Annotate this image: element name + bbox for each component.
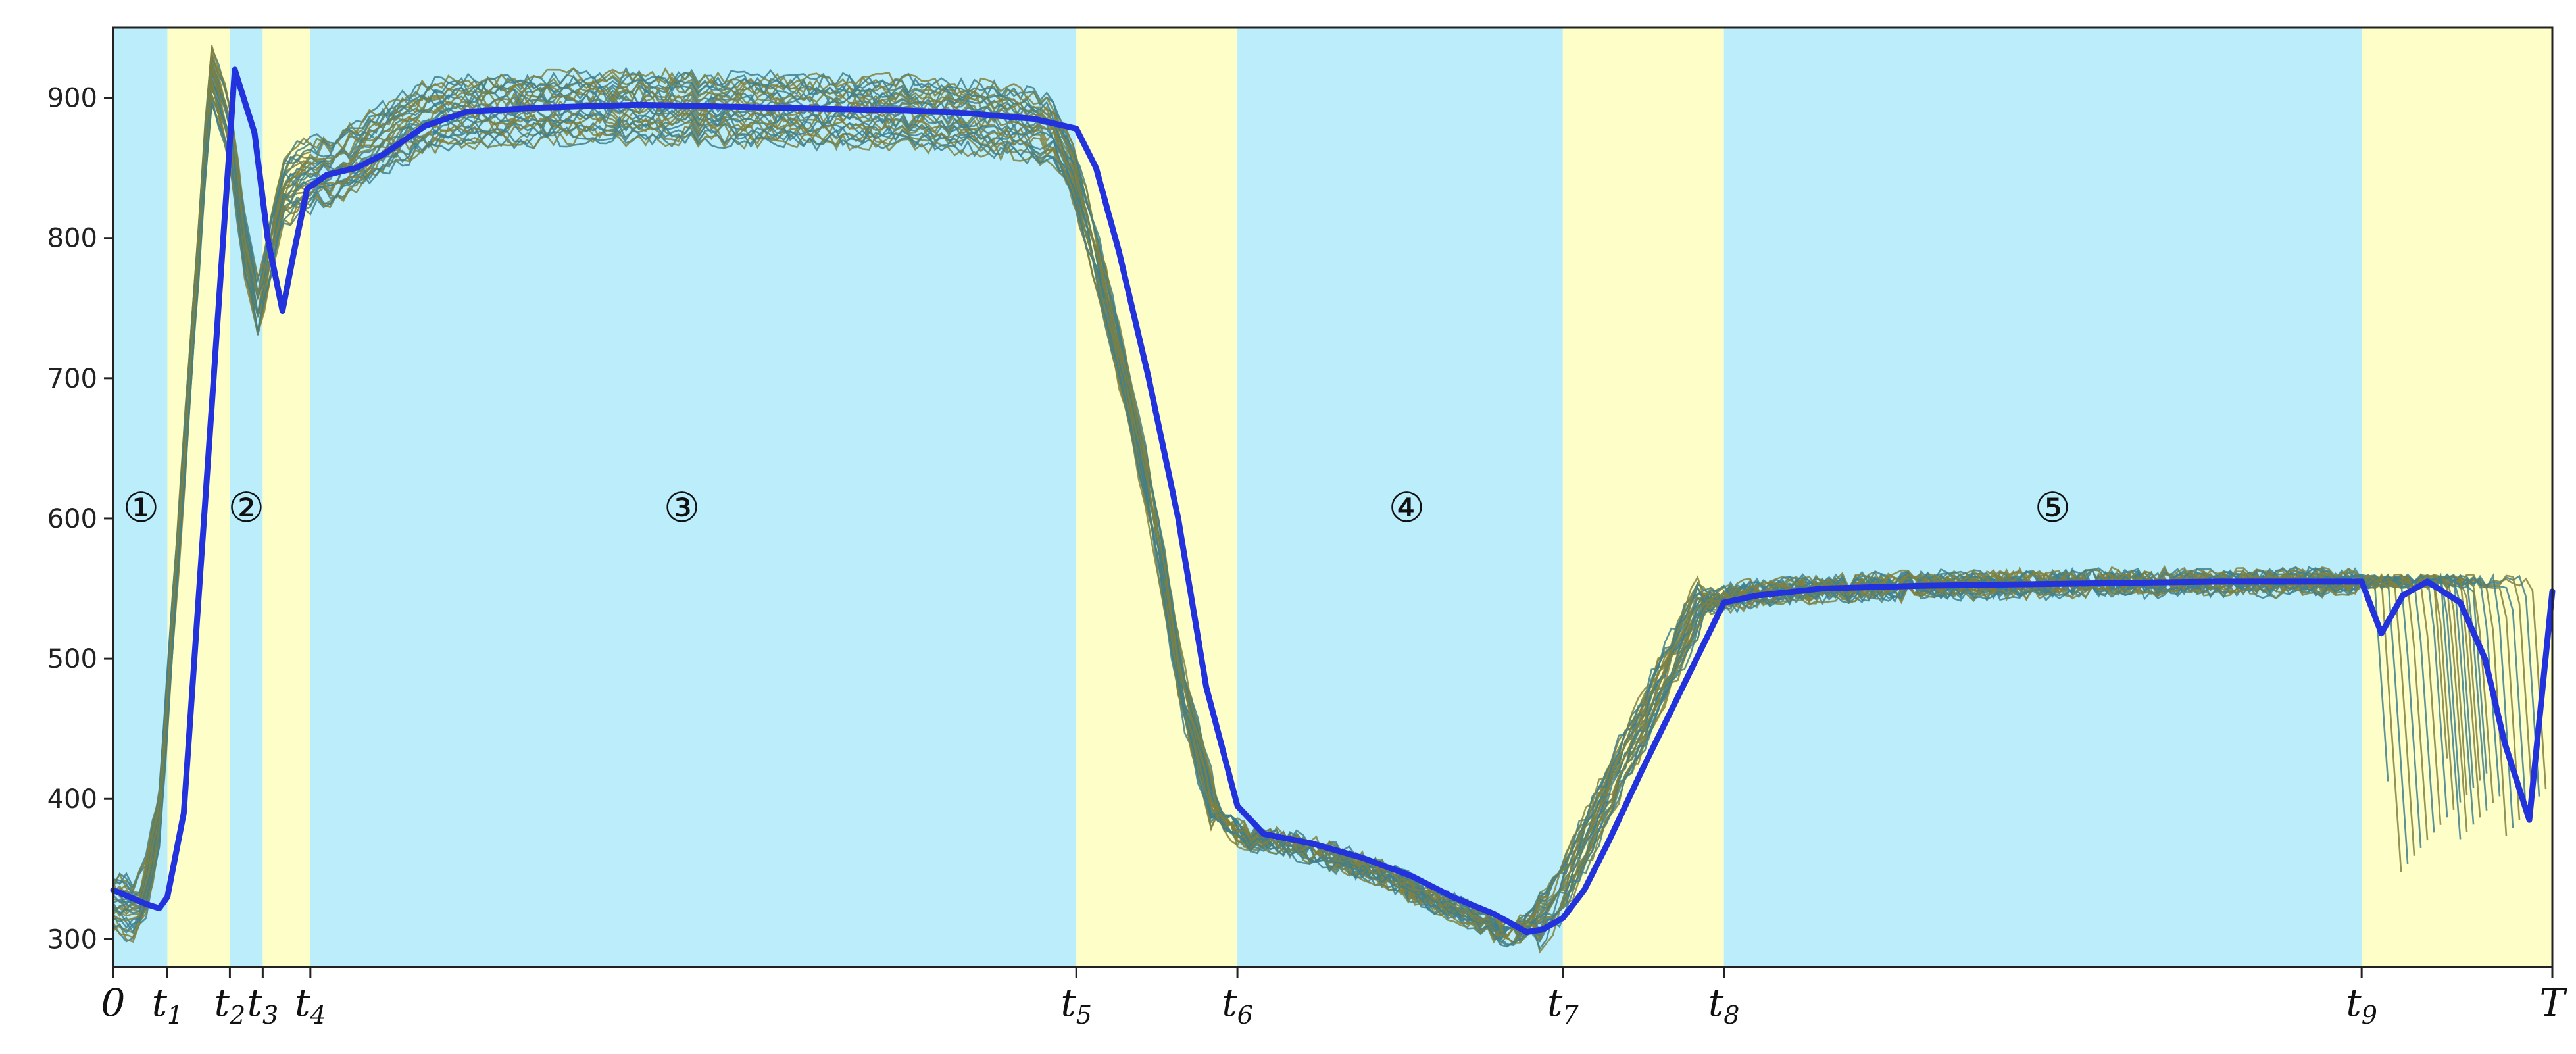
x-tick-subscript-5: 4 <box>309 1001 326 1030</box>
x-tick-label-4: t3 <box>247 980 279 1030</box>
y-tick-label-500: 500 <box>47 644 97 674</box>
region-label-3: ③ <box>664 484 701 532</box>
x-tick-label-5: t4 <box>295 980 326 1030</box>
phase-band-5 <box>310 28 1077 967</box>
x-tick-label-6: t5 <box>1060 980 1092 1030</box>
x-tick-subscript-3: 2 <box>229 1001 245 1030</box>
region-labels: ① ② ③ ④ ⑤ <box>123 484 2071 532</box>
phase-band-9 <box>1723 28 2362 967</box>
x-tick-subscript-4: 3 <box>262 1001 278 1030</box>
x-tick-label-8: t7 <box>1547 980 1579 1030</box>
x-tick-subscript-8: 7 <box>1562 1001 1579 1030</box>
plot-border <box>112 26 2554 968</box>
region-label-1: ① <box>123 484 160 532</box>
x-tick-label-9: t8 <box>1708 980 1740 1030</box>
mean-line <box>110 66 2556 936</box>
x-tick-label-2: t1 <box>152 980 183 1030</box>
region-label-4: ④ <box>1389 484 1425 532</box>
phase-band-10 <box>2362 28 2552 967</box>
x-tick-subscript-7: 6 <box>1237 1001 1253 1030</box>
phase-band-2 <box>167 28 230 967</box>
y-tick-label-700: 700 <box>47 364 97 394</box>
phase-band-7 <box>1237 28 1563 967</box>
phase-bands <box>113 28 2552 967</box>
y-tick-label-400: 400 <box>47 784 97 815</box>
region-label-2: ② <box>228 484 265 532</box>
y-tick-label-900: 900 <box>47 84 97 114</box>
x-tick-subscript-6: 5 <box>1076 1001 1092 1030</box>
x-tick-label-11: T <box>2540 980 2568 1025</box>
x-tick-label-3: t2 <box>214 980 246 1030</box>
x-tick-subscript-9: 8 <box>1723 1001 1739 1030</box>
mean-trajectory <box>110 66 2556 936</box>
phase-band-6 <box>1076 28 1238 967</box>
x-tick-label-7: t6 <box>1222 980 1253 1030</box>
y-tick-label-600: 600 <box>47 504 97 534</box>
y-axis: 300 400 500 600 700 800 900 <box>47 84 113 955</box>
y-tick-label-300: 300 <box>47 924 97 955</box>
y-tick-label-800: 800 <box>47 224 97 254</box>
plot-frame <box>112 26 2554 968</box>
x-tick-subscript-10: 9 <box>2362 1001 2377 1030</box>
x-axis: 0 t1 t2 t3 t4 t5 t6 t7 t8 t9 T <box>101 967 2568 1030</box>
region-label-5: ⑤ <box>2035 484 2071 532</box>
x-tick-label-10: t9 <box>2346 980 2377 1030</box>
x-tick-label-1: 0 <box>101 980 126 1025</box>
x-tick-subscript-2: 1 <box>167 1001 183 1030</box>
